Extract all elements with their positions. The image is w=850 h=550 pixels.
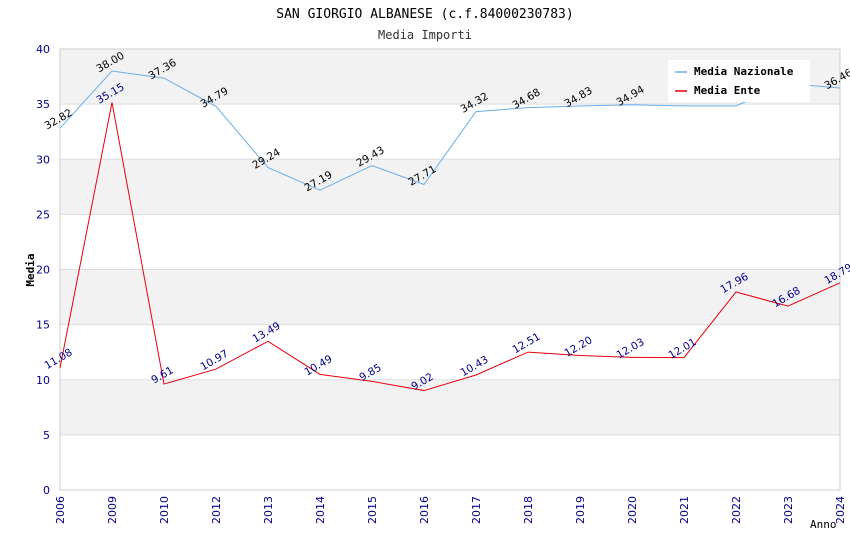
series-line-media-ente [59, 102, 841, 392]
x-axis-label: Anno [810, 518, 837, 531]
grid-band [60, 159, 840, 215]
x-tick-label: 2018 [522, 496, 535, 524]
x-tick-label: 2014 [314, 496, 327, 524]
grid-band [60, 434, 840, 490]
y-tick-label: 5 [43, 429, 50, 442]
legend-label-ente: Media Ente [694, 84, 761, 97]
x-tick-label: 2022 [730, 496, 743, 524]
x-tick-label: 2012 [210, 496, 223, 524]
x-axis-ticks: 2006 2009 2010 2012 2013 2014 2015 2016 2017 2018… [54, 496, 847, 524]
y-tick-label: 40 [36, 43, 50, 56]
x-tick-label: 2015 [366, 496, 379, 524]
x-tick-label: 2013 [262, 496, 275, 524]
x-tick-label: 2017 [470, 496, 483, 524]
chart-title: SAN GIORGIO ALBANESE (c.f.84000230783) [276, 7, 573, 22]
legend-label-nazionale: Media Nazionale [694, 65, 794, 78]
x-tick-label: 2016 [418, 496, 431, 524]
grid-band [60, 214, 840, 270]
series-lines [59, 70, 841, 392]
x-tick-label: 2020 [626, 496, 639, 524]
y-tick-label: 25 [36, 208, 50, 221]
grid-band [60, 104, 840, 160]
x-tick-label: 2021 [678, 496, 691, 524]
y-tick-label: 35 [36, 98, 50, 111]
y-tick-label: 20 [36, 264, 50, 277]
y-tick-label: 10 [36, 374, 50, 387]
y-tick-label: 30 [36, 153, 50, 166]
series-line-media-nazionale [59, 70, 841, 191]
x-tick-label: 2024 [834, 496, 847, 524]
y-tick-label: 15 [36, 319, 50, 332]
legend-box [668, 60, 810, 102]
x-tick-label: 2023 [782, 496, 795, 524]
x-tick-label: 2009 [106, 496, 119, 524]
plot-area [59, 48, 841, 491]
legend: Media Nazionale Media Ente [668, 60, 810, 102]
x-tick-label: 2019 [574, 496, 587, 524]
grid-band [60, 269, 840, 325]
grid-bands [60, 49, 840, 490]
chart-subtitle: Media Importi [378, 28, 472, 42]
grid-band [60, 379, 840, 435]
x-tick-label: 2006 [54, 496, 67, 524]
y-tick-label: 0 [43, 484, 50, 497]
y-axis-ticks: 0 5 10 15 20 25 30 35 40 [36, 43, 50, 497]
x-tick-label: 2010 [158, 496, 171, 524]
y-axis-label: Media [24, 253, 37, 286]
grid-band [60, 324, 840, 380]
